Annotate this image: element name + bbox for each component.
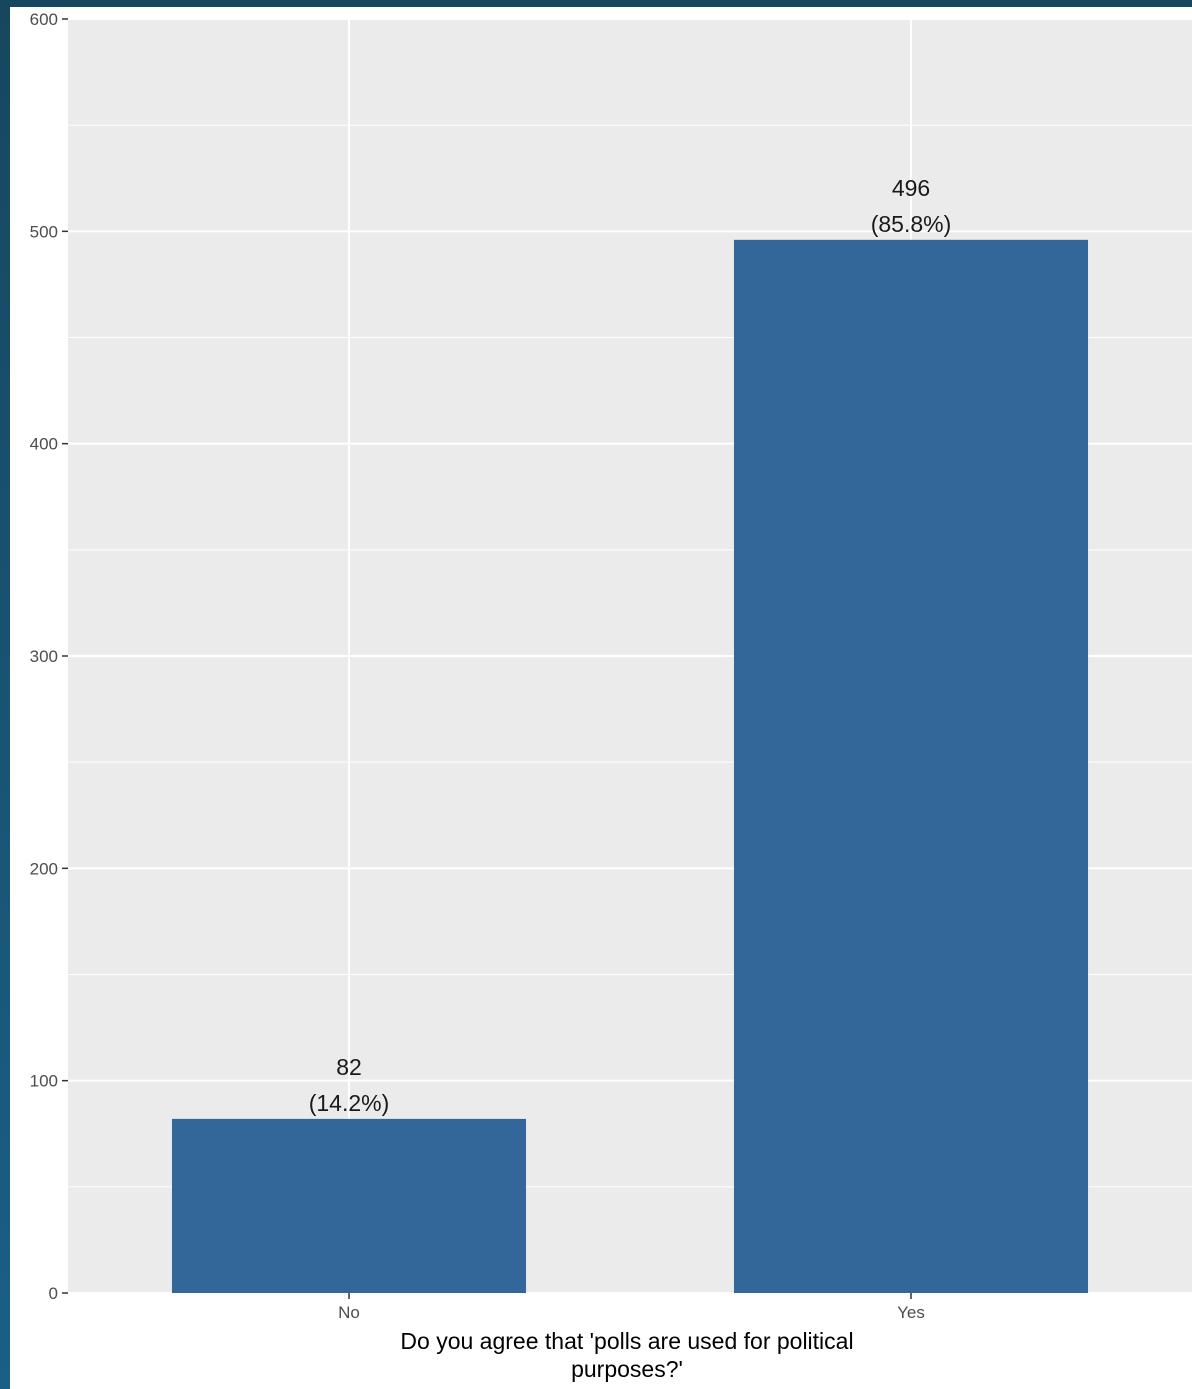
y-tick-label: 600	[30, 10, 58, 29]
y-tick-label: 0	[49, 1284, 58, 1303]
data-label-percent: (85.8%)	[871, 211, 952, 237]
data-labels: 82 (14.2%) 496 (85.8%)	[309, 175, 952, 1116]
y-tick-label: 400	[30, 435, 58, 454]
y-tick-label: 500	[30, 222, 58, 241]
y-tick-label: 200	[30, 859, 58, 878]
x-axis: No Yes	[338, 1293, 925, 1322]
bar-no	[171, 1118, 527, 1293]
x-tick-label: No	[338, 1303, 360, 1322]
y-axis: 0 100 200 300 400 500 600	[30, 10, 68, 1303]
y-tick-label: 100	[30, 1072, 58, 1091]
bars	[171, 239, 1089, 1293]
y-tick-label: 300	[30, 647, 58, 666]
data-label-count: 496	[892, 175, 930, 201]
data-label-percent: (14.2%)	[309, 1090, 390, 1116]
x-axis-title-line-1: Do you agree that 'polls are used for po…	[400, 1328, 853, 1354]
bar-yes	[733, 239, 1089, 1293]
x-tick-label: Yes	[897, 1303, 925, 1322]
bar-chart: 82(14.2%)496(85.8%) 0100200300400500600 …	[30, 10, 1192, 1382]
chart-frame: 82 (14.2%) 496 (85.8%) 0 100 200 300 400 500 600 …	[10, 7, 1192, 1389]
data-label-count: 82	[336, 1054, 362, 1080]
x-axis-title-line-2: purposes?'	[571, 1356, 683, 1382]
